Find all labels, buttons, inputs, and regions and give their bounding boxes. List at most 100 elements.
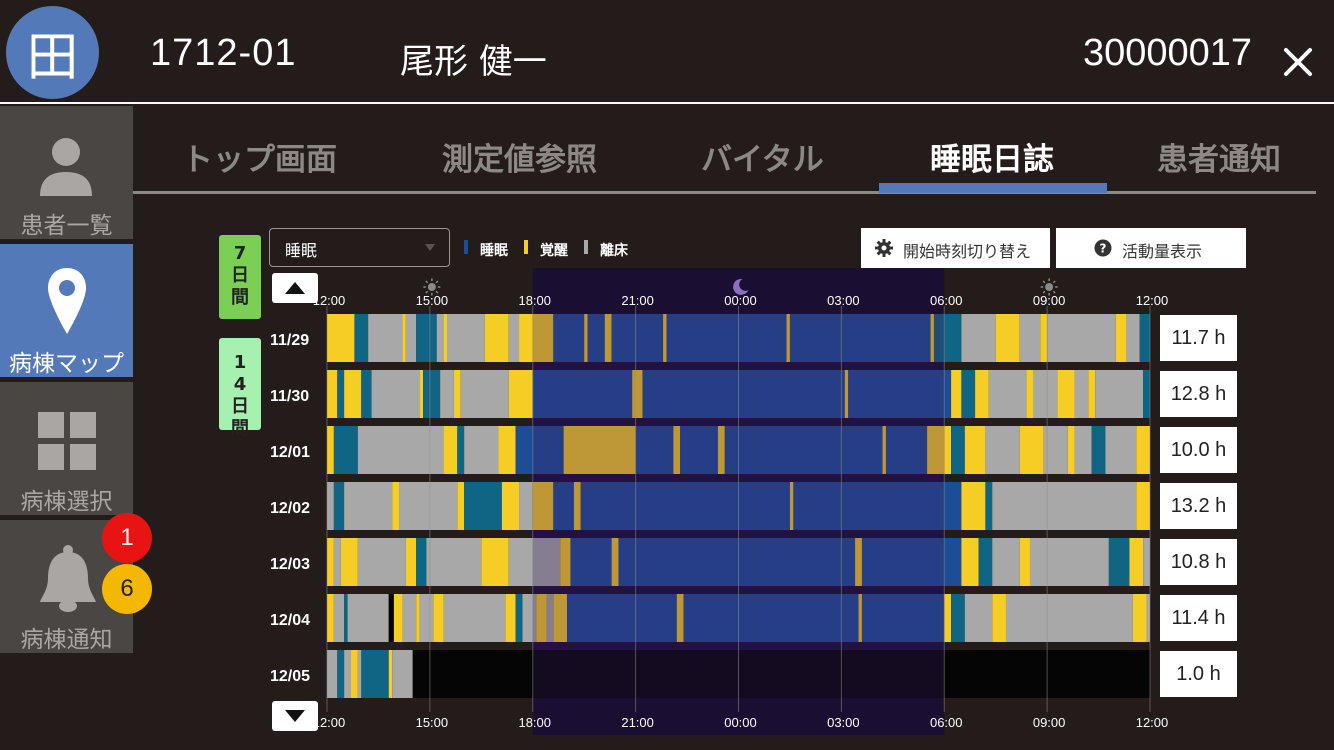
scroll-down-button[interactable] bbox=[272, 701, 318, 731]
timeline-segment bbox=[423, 370, 441, 418]
timeline-segment bbox=[419, 370, 424, 418]
timeline-segment bbox=[1095, 370, 1144, 418]
timeline-segment bbox=[344, 370, 362, 418]
time-label-bottom: 06:00 bbox=[930, 715, 963, 730]
timeline-segment bbox=[1040, 314, 1048, 362]
time-label-top: 21:00 bbox=[621, 293, 654, 308]
timeline-segment bbox=[546, 594, 554, 642]
moon-icon bbox=[733, 278, 749, 295]
timeline-segment bbox=[1074, 426, 1092, 474]
sidebar-item-ward-map[interactable]: 病棟マップ bbox=[0, 244, 133, 377]
timeline-segment bbox=[354, 314, 369, 362]
sidebar-label-ward-select: 病棟選択 bbox=[20, 489, 113, 515]
activity-display-button[interactable]: ? 活動量表示 bbox=[1056, 228, 1246, 268]
timeline-segment bbox=[1067, 426, 1075, 474]
timeline-segment bbox=[975, 370, 989, 418]
timeline-segment bbox=[337, 370, 345, 418]
row-date-label: 12/02 bbox=[270, 500, 310, 517]
timeline-segment bbox=[985, 426, 1020, 474]
timeline-segment bbox=[1029, 538, 1109, 586]
triangle-up-icon bbox=[285, 282, 305, 294]
sidebar-label-ward-map: 病棟マップ bbox=[9, 351, 124, 377]
timeline-segment bbox=[1136, 482, 1150, 530]
close-icon[interactable] bbox=[1276, 40, 1320, 84]
sidebar-item-ward-select[interactable]: 病棟選択 bbox=[0, 382, 133, 515]
tab-sleep-diary[interactable]: 睡眠日誌 bbox=[930, 142, 1054, 178]
night-band bbox=[532, 268, 945, 735]
time-label-top: 00:00 bbox=[724, 293, 757, 308]
grid-icon bbox=[38, 412, 96, 470]
mode-select-value: 睡眠 bbox=[285, 241, 318, 260]
timeline-segment bbox=[508, 314, 520, 362]
timeline-segment bbox=[1026, 370, 1034, 418]
timeline-segment bbox=[443, 426, 458, 474]
timeline-segment bbox=[1005, 594, 1133, 642]
timeline-segment bbox=[464, 426, 499, 474]
timeline-segment bbox=[858, 594, 862, 642]
timeline-segment bbox=[405, 314, 417, 362]
tab-patient-notification[interactable]: 患者通知 bbox=[1157, 142, 1281, 178]
time-label-top: 18:00 bbox=[518, 293, 551, 308]
logo-glyph: 田 bbox=[26, 28, 79, 88]
timeline-segment bbox=[416, 314, 437, 362]
sleep-duration-box: 12.8 h bbox=[1160, 371, 1237, 417]
timeline-segment bbox=[388, 650, 393, 698]
timeline-segment bbox=[453, 370, 461, 418]
range-14-days-button[interactable]: 14日間 bbox=[219, 338, 261, 439]
legend-swatch-sleep bbox=[464, 240, 468, 254]
tab-measurements[interactable]: 測定値参照 bbox=[442, 142, 597, 178]
notification-badge-red[interactable]: 1 bbox=[102, 513, 152, 563]
row-date-label: 12/05 bbox=[270, 668, 310, 685]
timeline-segment bbox=[642, 370, 845, 418]
timeline-segment bbox=[361, 650, 389, 698]
start-time-toggle-button[interactable]: 開始時刻切り替え bbox=[861, 228, 1050, 268]
timeline-segment bbox=[522, 594, 537, 642]
timeline-segment bbox=[399, 482, 458, 530]
timeline-segment bbox=[1019, 538, 1030, 586]
timeline-segment bbox=[498, 426, 516, 474]
timeline-segment bbox=[337, 650, 345, 698]
timeline-segment bbox=[618, 538, 856, 586]
sleep-duration-box: 10.0 h bbox=[1160, 427, 1237, 473]
scroll-up-button[interactable] bbox=[272, 273, 318, 303]
timeline-segment bbox=[789, 482, 794, 530]
timeline-segment bbox=[519, 314, 554, 362]
timeline-segment bbox=[964, 426, 986, 474]
range-7-days-label: 7日間 bbox=[231, 243, 249, 308]
timeline-segment bbox=[357, 426, 444, 474]
timeline-segment bbox=[676, 594, 684, 642]
bell-icon bbox=[40, 545, 96, 612]
hospital-logo[interactable]: 田 bbox=[6, 6, 99, 99]
timeline-segment bbox=[587, 314, 605, 362]
timeline-segment bbox=[944, 594, 952, 642]
legend-label-wake: 覚醒 bbox=[540, 243, 568, 259]
timeline-segment bbox=[519, 482, 533, 530]
legend-swatch-wake bbox=[524, 240, 528, 254]
range-7-days-button[interactable]: 7日間 bbox=[219, 235, 261, 319]
timeline-segment bbox=[861, 538, 962, 586]
sidebar-item-patient-list[interactable]: 患者一覧 bbox=[0, 106, 133, 239]
timeline-segment bbox=[570, 538, 612, 586]
time-label-bottom: 00:00 bbox=[724, 715, 757, 730]
mode-select[interactable]: 睡眠 bbox=[269, 228, 450, 267]
timeline-segment bbox=[388, 594, 394, 642]
timeline-segment bbox=[1125, 314, 1140, 362]
sun-icon bbox=[1040, 278, 1058, 296]
timeline-segment bbox=[992, 538, 1020, 586]
time-label-bottom: 09:00 bbox=[1033, 715, 1066, 730]
timeline-segment bbox=[1019, 426, 1044, 474]
notification-badge-yellow[interactable]: 6 bbox=[102, 564, 152, 614]
timeline-segment bbox=[573, 482, 581, 530]
timeline-segment bbox=[951, 426, 965, 474]
timeline-segment bbox=[433, 594, 444, 642]
timeline-segment bbox=[882, 426, 886, 474]
legend-label-out-of-bed: 離床 bbox=[600, 243, 628, 259]
chevron-down-icon bbox=[425, 244, 435, 251]
timeline-segment bbox=[1146, 594, 1150, 642]
svg-text:?: ? bbox=[1100, 242, 1107, 256]
header-bar: 田 1712-01 尾形 健一 30000017 bbox=[0, 0, 1334, 104]
tab-top[interactable]: トップ画面 bbox=[182, 142, 337, 178]
timeline-segment bbox=[1143, 538, 1150, 586]
time-label-top: 12:00 bbox=[1136, 293, 1169, 308]
tab-vitals[interactable]: バイタル bbox=[701, 142, 824, 178]
